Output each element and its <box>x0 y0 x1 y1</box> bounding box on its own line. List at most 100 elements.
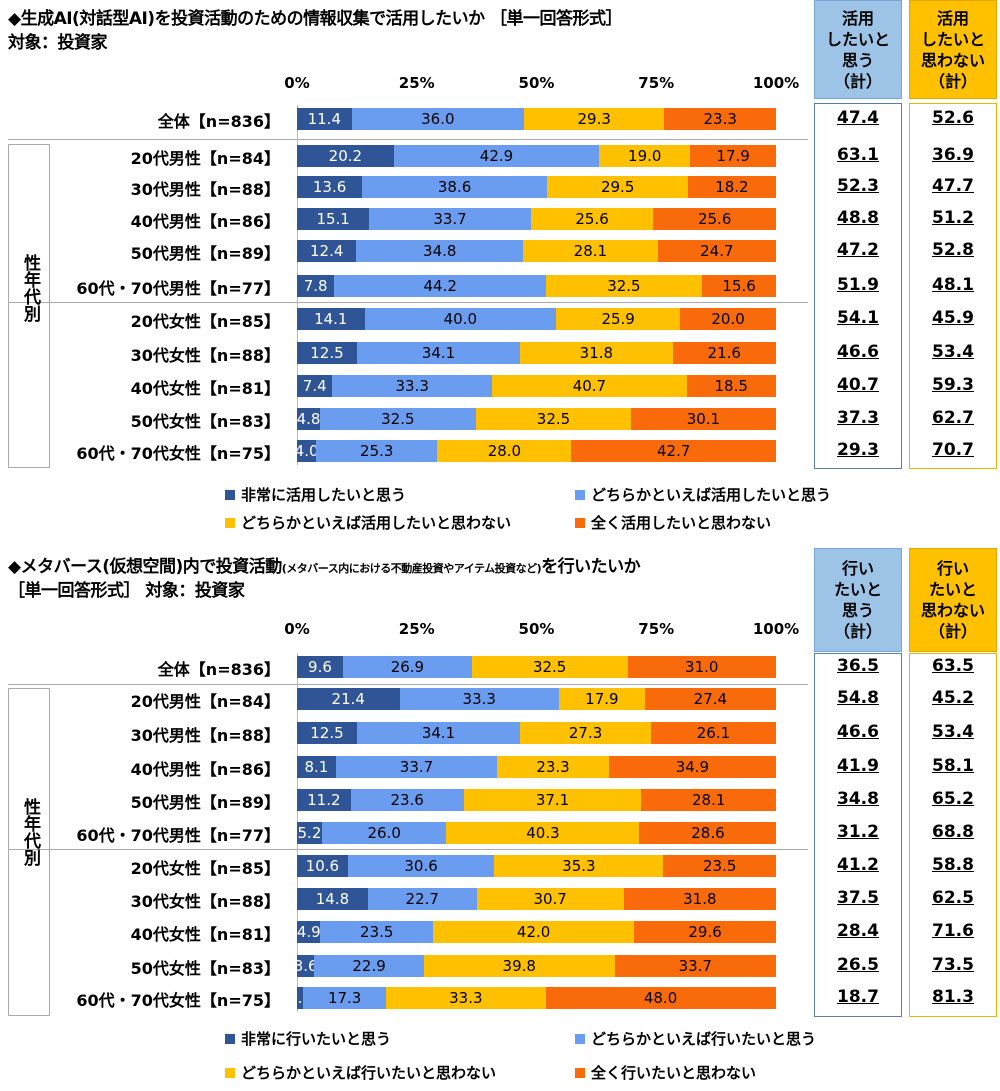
legend-swatch <box>575 489 585 500</box>
bar-segment-3: 25.9 <box>556 308 681 330</box>
legend-swatch <box>575 1067 585 1078</box>
data-label: 7.8 <box>303 277 328 295</box>
data-label: 24.7 <box>700 242 734 260</box>
bar-segment-1: 8.1 <box>297 756 336 778</box>
summary-header-line: 行い <box>841 559 874 578</box>
legend-item: どちらかといえば活用したいと思わない <box>225 512 511 533</box>
separator-line <box>8 139 808 140</box>
data-label: 40.7 <box>572 377 607 395</box>
summary-value: 53.4 <box>932 722 974 742</box>
bar-segment-1: 12.4 <box>297 240 357 262</box>
data-label: 33.3 <box>449 989 483 1007</box>
row-label: 50代男性【n=89】 <box>130 793 280 812</box>
summary-header-no: 行い たいと 思わない （計） <box>909 548 997 652</box>
bar-segment-1: 21.4 <box>297 688 400 710</box>
bar-segment-2: 40.0 <box>364 308 557 330</box>
data-label: 44.2 <box>423 277 457 295</box>
bar-segment-1: 13.6 <box>297 176 363 198</box>
data-label: 15.1 <box>316 210 350 228</box>
x-tick-label: 100% <box>752 74 800 92</box>
data-label: 23.5 <box>703 857 737 875</box>
bar-segment-3: 28.1 <box>523 240 658 262</box>
summary-header-line: したいと <box>825 29 890 49</box>
summary-value: 70.7 <box>932 440 974 460</box>
bar-segment-4: 17.9 <box>690 145 776 167</box>
row-label: 30代女性【n=88】 <box>130 346 280 365</box>
summary-value: 73.5 <box>932 955 974 975</box>
bar-segment-2: 42.9 <box>393 145 600 167</box>
data-label: 18.2 <box>715 178 749 196</box>
legend-label: 全く活用したいと思わない <box>591 514 772 532</box>
bar-segment-4: 24.7 <box>657 240 776 262</box>
data-label: 38.6 <box>437 178 472 196</box>
summary-header-yes: 活用 したいと 思う （計） <box>814 0 902 99</box>
data-label: 31.0 <box>685 658 719 676</box>
separator-line <box>8 684 808 685</box>
summary-header-line: たいと <box>833 580 882 599</box>
data-label: 11.2 <box>307 791 341 809</box>
data-label: 20.0 <box>711 310 745 328</box>
summary-column-box <box>909 103 997 469</box>
legend-swatch <box>225 517 235 528</box>
bar-segment-3: 40.3 <box>446 822 640 844</box>
summary-value: 52.8 <box>932 240 974 260</box>
bar-segment-2: 34.8 <box>356 240 524 262</box>
data-label: 27.4 <box>693 690 728 708</box>
row-label: 20代女性【n=85】 <box>130 312 280 331</box>
row-label: 60代・70代女性【n=75】 <box>76 991 280 1010</box>
summary-header-line: 活用 <box>936 8 969 28</box>
data-label: 29.6 <box>688 923 722 941</box>
bar-segment-4: 18.2 <box>688 176 776 198</box>
data-label: 22.7 <box>405 890 439 908</box>
bar-segment-4: 34.9 <box>608 756 776 778</box>
bar-segment-2: 22.9 <box>314 955 424 977</box>
bar-segment-2: 34.1 <box>356 342 521 364</box>
data-label: 23.5 <box>360 923 394 941</box>
summary-value: 62.5 <box>932 888 974 908</box>
data-label: 7.4 <box>302 377 327 395</box>
group-bracket <box>8 688 50 1016</box>
summary-value: 51.9 <box>837 275 879 295</box>
data-label: 10.6 <box>305 857 340 875</box>
bar-segment-1: 20.2 <box>297 145 394 167</box>
bar-segment-4: 15.6 <box>701 275 777 297</box>
row-label: 20代女性【n=85】 <box>130 859 280 878</box>
data-label: 40.3 <box>526 824 560 842</box>
data-label: 34.9 <box>675 758 710 776</box>
bar-segment-1: 4.9 <box>297 921 321 943</box>
data-label: 25.6 <box>697 210 732 228</box>
summary-value: 81.3 <box>932 987 974 1007</box>
data-label: 21.6 <box>707 344 741 362</box>
data-label: 17.9 <box>585 690 619 708</box>
summary-header-yes: 行い たいと 思う （計） <box>814 548 902 652</box>
data-label: 33.7 <box>678 957 712 975</box>
data-label: 28.1 <box>573 242 608 260</box>
summary-header-line: 思わない <box>920 601 985 620</box>
data-label: 32.5 <box>532 658 567 676</box>
bar-segment-4: 42.7 <box>571 440 776 462</box>
row-label: 30代女性【n=88】 <box>130 892 280 911</box>
title-text: ◆メタバース(仮想空間)内で投資活動 <box>8 557 282 577</box>
summary-value: 31.2 <box>837 822 879 842</box>
data-label: 23.3 <box>703 110 737 128</box>
chart-subtitle: 対象：投資家 <box>8 33 108 53</box>
legend-swatch <box>225 1067 235 1078</box>
summary-value: 52.3 <box>837 176 879 196</box>
x-tick-label: 0% <box>284 620 310 638</box>
summary-value: 63.1 <box>837 145 879 165</box>
legend-swatch <box>575 517 585 528</box>
separator-line <box>8 302 808 303</box>
summary-value: 47.7 <box>932 176 974 196</box>
bar-segment-1: 5.2 <box>297 822 322 844</box>
data-label: 48.0 <box>643 989 678 1007</box>
data-label: 28.0 <box>487 442 522 460</box>
legend-label: どちらかといえば活用したいと思う <box>591 486 832 504</box>
data-label: 11.4 <box>307 110 341 128</box>
summary-header-line: たいと <box>928 580 977 599</box>
legend-label: 非常に活用したいと思う <box>241 486 407 504</box>
legend-label: 非常に行いたいと思う <box>241 1030 392 1048</box>
x-tick-label: 100% <box>752 620 800 638</box>
bar-segment-4: 28.6 <box>639 822 777 844</box>
bar-segment-3: 25.6 <box>530 208 654 230</box>
bar-segment-1: 11.2 <box>297 789 351 811</box>
